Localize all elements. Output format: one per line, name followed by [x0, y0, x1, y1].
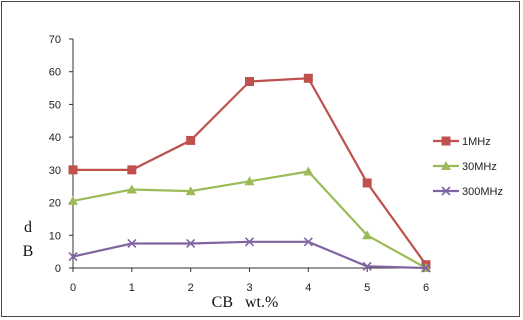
- y-tick-label: 70: [49, 34, 61, 46]
- y-tick-label: 60: [49, 67, 61, 79]
- data-point-stroke: [244, 237, 255, 247]
- data-point: [244, 176, 255, 186]
- y-axis-title-line-1: d: [24, 219, 32, 236]
- data-point-stroke: [441, 186, 451, 196]
- axes: 0 10 20 30 40 50 60 70 0 1 2 3 4 5 6: [49, 34, 429, 294]
- data-point: [362, 261, 372, 271]
- x-tick-label: 5: [364, 282, 370, 294]
- series-300mhz: [68, 237, 431, 273]
- x-tick-label: 1: [129, 282, 135, 294]
- data-point: [303, 166, 314, 176]
- legend-label: 1MHz: [462, 136, 491, 148]
- x-tick-label: 4: [305, 282, 311, 294]
- data-point: [68, 251, 78, 262]
- series-line: [72, 240, 427, 270]
- y-tick-label: 20: [49, 198, 61, 210]
- data-point-stroke: [421, 263, 431, 273]
- legend: 1MHz 30MHz 300MHz: [433, 136, 503, 198]
- x-tick-label: 3: [246, 282, 252, 294]
- series-layer: [68, 73, 431, 273]
- data-point: [186, 135, 196, 145]
- x-tick-label: 0: [70, 282, 76, 294]
- data-point: [421, 263, 431, 273]
- series-line: [72, 170, 427, 269]
- legend-label: 30MHz: [462, 161, 497, 173]
- legend-swatch-marker: [441, 186, 451, 196]
- legend-swatch-marker: [441, 136, 451, 146]
- data-point: [127, 165, 137, 175]
- legend-label: 300MHz: [462, 186, 503, 198]
- legend-item: 1MHz: [433, 136, 491, 148]
- data-point-stroke: [127, 238, 137, 249]
- data-point: [362, 178, 372, 188]
- data-point: [244, 237, 255, 247]
- y-tick-label: 40: [49, 132, 61, 144]
- legend-swatch-marker: [441, 161, 451, 170]
- data-point-stroke: [68, 251, 78, 262]
- x-tick-label: 6: [423, 282, 429, 294]
- data-point-stroke: [186, 238, 196, 249]
- data-point: [303, 73, 313, 83]
- data-point: [362, 230, 373, 240]
- data-point: [245, 77, 254, 87]
- x-axis-title: CB wt.%: [212, 294, 279, 311]
- legend-item: 300MHz: [433, 186, 503, 198]
- data-point: [127, 238, 137, 249]
- y-tick-label: 30: [49, 165, 61, 177]
- series-line: [73, 77, 427, 266]
- series-30mhz: [68, 166, 431, 272]
- data-point: [68, 165, 78, 175]
- data-point: [126, 184, 137, 194]
- y-tick-label: 50: [49, 99, 61, 111]
- data-point-stroke: [303, 237, 313, 247]
- data-point: [186, 238, 196, 249]
- y-tick-label: 10: [49, 230, 61, 242]
- y-tick-label: 0: [55, 263, 61, 275]
- legend-item: 30MHz: [433, 161, 497, 173]
- chart-frame: [1, 1, 520, 317]
- data-point: [303, 237, 313, 247]
- x-tick-label: 2: [188, 282, 194, 294]
- data-point: [185, 186, 196, 196]
- data-point-stroke: [362, 261, 372, 271]
- y-axis-title-line-2: B: [23, 243, 34, 260]
- data-point: [68, 195, 78, 205]
